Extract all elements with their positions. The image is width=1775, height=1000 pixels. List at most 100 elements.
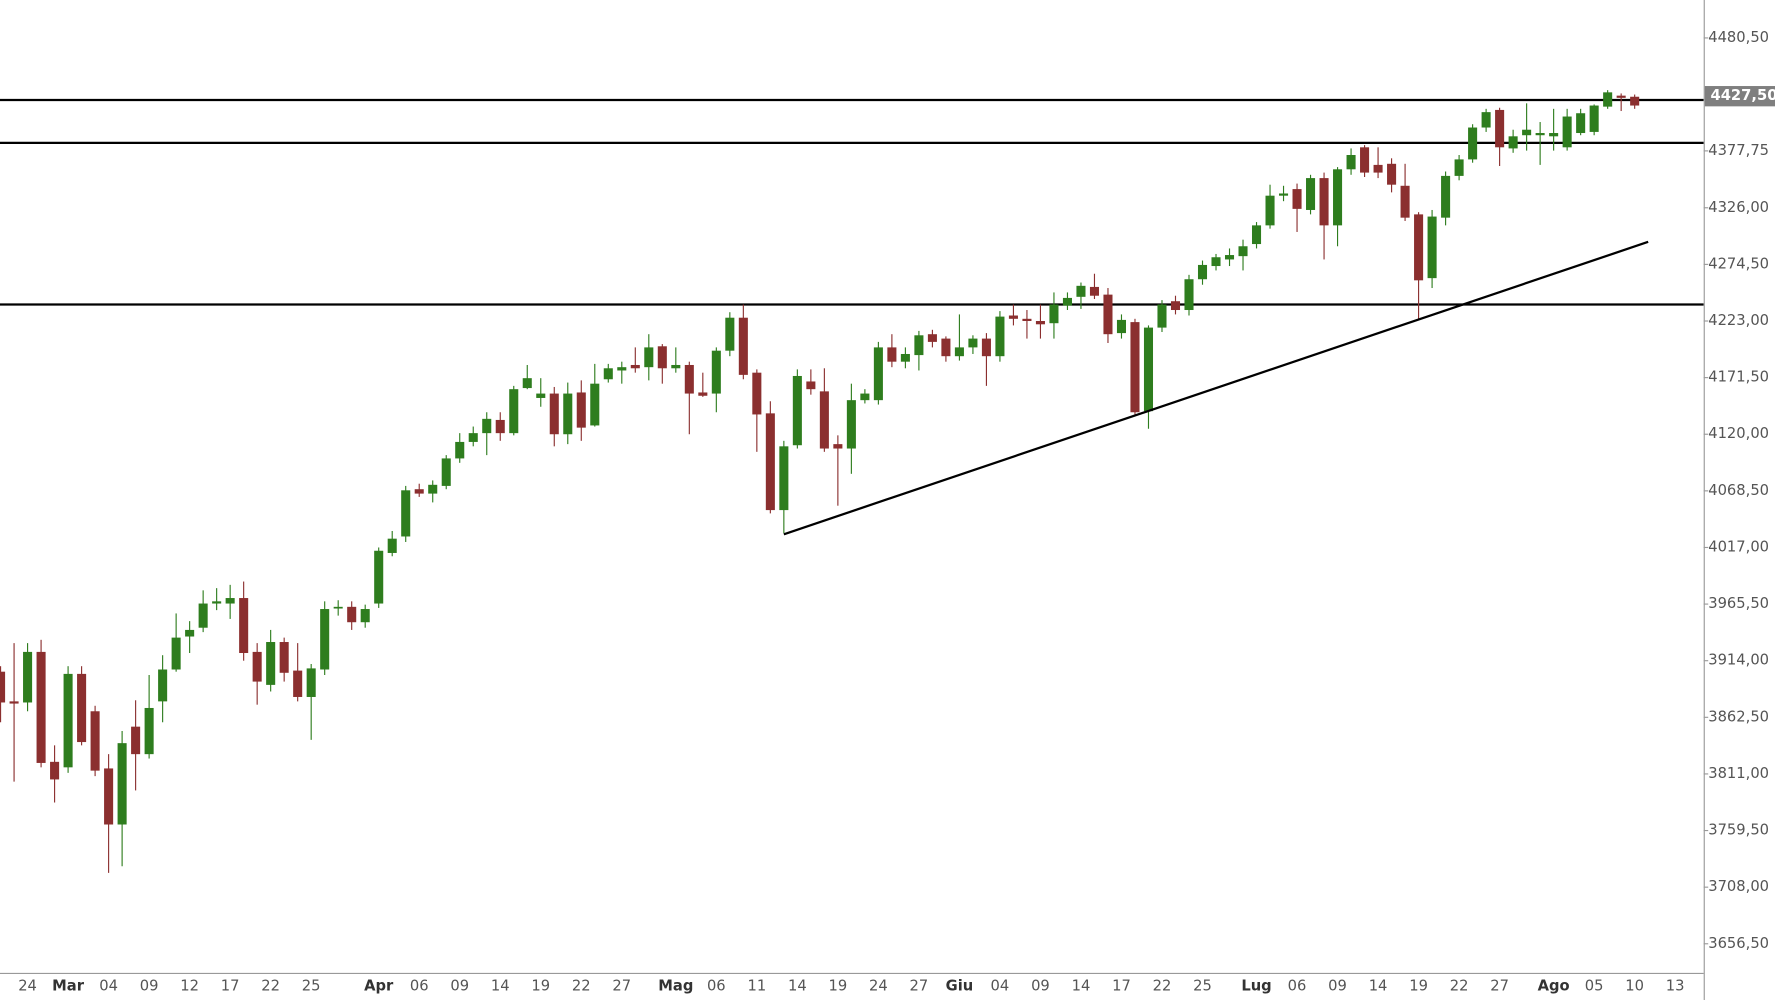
candle-body [1130, 322, 1140, 413]
y-tick-label: 4377,75 [1708, 142, 1769, 159]
candle-body [684, 364, 694, 394]
y-tick-label: 3914,00 [1708, 652, 1769, 669]
x-tick-label: 06 [410, 977, 429, 994]
candle-body [360, 609, 370, 623]
candle-body [657, 346, 667, 369]
x-tick-label: Apr [364, 977, 394, 994]
y-tick-label: 4068,50 [1708, 482, 1769, 499]
candle-body [549, 393, 559, 435]
candle-body [1157, 304, 1167, 328]
x-tick-label: 09 [140, 977, 159, 994]
x-tick-label: 14 [1072, 977, 1091, 994]
x-tick-label: 05 [1585, 977, 1604, 994]
candle-body [981, 338, 991, 357]
candle-body [927, 334, 937, 342]
trend-line [783, 240, 1649, 536]
x-tick-label: 11 [747, 977, 766, 994]
x-tick-label: 14 [788, 977, 807, 994]
candle-body [387, 538, 397, 553]
candle-body [1346, 155, 1356, 170]
candle-body [1062, 297, 1072, 306]
candle-body [1373, 164, 1383, 173]
candle-body [1508, 136, 1518, 149]
x-tick-label: 22 [572, 977, 591, 994]
x-tick-label: 06 [707, 977, 726, 994]
y-tick-label: 4171,50 [1708, 369, 1769, 386]
candle-body [279, 642, 289, 673]
candle-body [1306, 178, 1316, 210]
candle-body [1319, 178, 1329, 226]
candle-body [698, 392, 708, 396]
candle-body [1279, 193, 1289, 196]
y-tick-label: 4120,00 [1708, 425, 1769, 442]
x-tick-label: Ago [1538, 977, 1570, 994]
candle-body [779, 446, 789, 511]
candle-body [590, 383, 600, 426]
x-tick-label: 10 [1625, 977, 1644, 994]
candle-body [23, 651, 33, 703]
candle-body [1468, 127, 1478, 160]
x-tick-label: 13 [1666, 977, 1685, 994]
candle-body [144, 707, 154, 755]
candle-body [914, 335, 924, 356]
candle-body [158, 669, 168, 702]
candle-body [212, 601, 222, 604]
candle-body [1143, 327, 1154, 412]
candle-body [1589, 105, 1599, 132]
candle-body [833, 444, 843, 449]
x-tick-label: 22 [1450, 977, 1469, 994]
x-tick-label: 14 [1369, 977, 1388, 994]
candle-body [1076, 285, 1086, 297]
x-tick-label: 04 [991, 977, 1010, 994]
y-tick-label: 4326,00 [1708, 199, 1769, 216]
candle-body [1265, 195, 1275, 226]
candle-body [63, 673, 73, 768]
y-tick-label: 3811,00 [1708, 765, 1769, 782]
candle-body [1224, 255, 1235, 260]
candle-body [522, 378, 532, 389]
candle-body [171, 637, 181, 670]
y-tick-label: 3965,50 [1708, 595, 1769, 612]
plot-area [0, 90, 1704, 873]
x-tick-label: 04 [99, 977, 118, 994]
candle-body [266, 642, 276, 685]
y-tick-label: 4017,00 [1708, 538, 1769, 555]
x-tick-label: 25 [302, 977, 321, 994]
candle-body [941, 338, 951, 357]
x-tick-label: 22 [261, 977, 280, 994]
x-tick-label: 27 [1490, 977, 1509, 994]
candle-body [765, 413, 775, 511]
candle-body [1427, 216, 1437, 279]
x-tick-label: Lug [1241, 977, 1271, 994]
candle-body [1292, 189, 1302, 209]
candle-body [846, 400, 856, 449]
candle-body [1089, 286, 1099, 296]
candle-body [225, 598, 235, 604]
candle-body [671, 364, 681, 369]
candle-body [563, 393, 573, 435]
candle-body [900, 353, 910, 362]
candle-body [1576, 113, 1586, 134]
candle-body [1103, 294, 1113, 335]
last-price-box [1704, 86, 1775, 107]
x-tick-label: 09 [1031, 977, 1050, 994]
candle-body [1603, 92, 1613, 107]
x-tick-label: 06 [1288, 977, 1307, 994]
candle-body [887, 347, 897, 362]
candle-body [1333, 169, 1343, 226]
candle-body [468, 433, 478, 442]
candle-body [1630, 96, 1640, 106]
x-tick-label: 24 [18, 977, 37, 994]
x-tick-label: 24 [869, 977, 888, 994]
candle-body [320, 609, 330, 670]
candle-body [1549, 133, 1559, 137]
candle-body [1562, 116, 1572, 148]
candle-body [1116, 319, 1127, 334]
candle-body [752, 372, 762, 415]
y-tick-label: 3759,50 [1708, 822, 1769, 839]
candle-body [1441, 175, 1451, 218]
y-tick-label: 4223,00 [1708, 312, 1769, 329]
candle-body [1522, 129, 1532, 136]
